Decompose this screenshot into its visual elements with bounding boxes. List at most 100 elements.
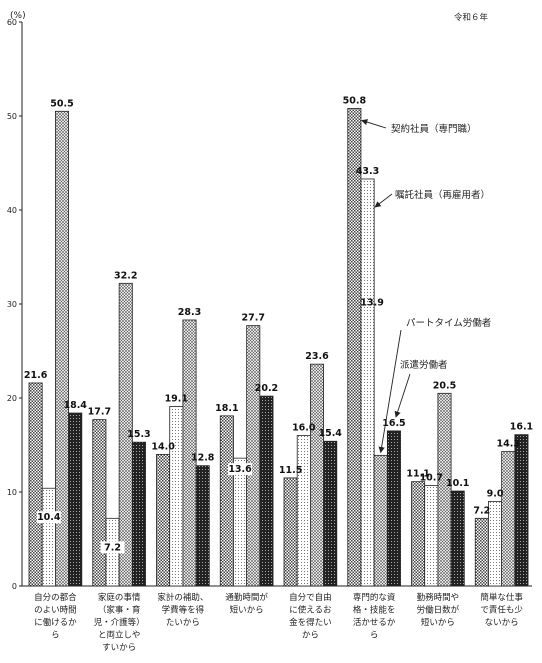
bar-checker-0	[28, 382, 43, 587]
value-label: 12.8	[191, 453, 215, 464]
bar-grid-3	[246, 325, 261, 587]
category-label: 活かせるか	[353, 617, 396, 628]
legend-arrow	[374, 193, 393, 208]
value-label-bg	[36, 511, 61, 524]
legend-label: 派遣労働者	[400, 359, 448, 371]
category-label: 専門的な資	[353, 592, 396, 603]
value-label: 18.4	[63, 400, 87, 411]
bar-dark-7	[514, 434, 529, 587]
category-label: 通勤時間が	[225, 592, 268, 603]
category-label: 家計の補助、	[157, 592, 208, 603]
y-tick-label: 20	[7, 394, 17, 403]
value-label: 27.7	[242, 313, 265, 324]
bar-dark-1	[131, 441, 146, 587]
legend-label: 契約社員（専門職）	[391, 123, 477, 135]
bar-checker-1	[92, 419, 107, 587]
value-label: 16.5	[382, 418, 405, 429]
value-label: 43.3	[356, 166, 379, 177]
bar-dark-0	[68, 412, 83, 587]
value-labels: 21.6 17.7 14.0 18.1 11.5 50.8 11.1 7.2 10.4 7.2 19…	[24, 95, 533, 554]
category-label: に働けるか	[34, 617, 77, 628]
era-note: 令和６年	[454, 12, 489, 23]
value-label: 15.4	[318, 428, 342, 439]
value-label: 13.6	[228, 464, 252, 475]
category-label: から	[302, 631, 319, 641]
bar-grid-6	[437, 392, 452, 587]
bar-dots-7	[488, 500, 503, 587]
value-label: 11.1	[406, 469, 429, 480]
bar-dots-5	[360, 178, 375, 587]
legend-label: パートタイム労働者	[406, 317, 491, 329]
value-label: 16.1	[510, 422, 533, 433]
legend-arrow	[394, 373, 411, 418]
category-label: 勤務時間や	[417, 592, 460, 603]
bar-checker-4	[283, 477, 298, 587]
bar-dark-6	[450, 490, 465, 587]
value-label: 10.4	[37, 512, 61, 523]
category-label: 家庭の事情	[98, 592, 141, 603]
value-label: 50.5	[50, 98, 73, 109]
value-label: 13.9	[360, 297, 383, 308]
bar-dark-3	[259, 395, 274, 587]
value-label: 20.2	[255, 383, 278, 394]
bar-grid-1	[118, 282, 133, 587]
value-label: 7.2	[104, 542, 121, 553]
value-label: 19.1	[165, 393, 188, 404]
y-tick-label: 40	[7, 206, 17, 215]
category-label: （家事・育	[98, 605, 141, 616]
value-label: 28.3	[178, 307, 201, 318]
bar-dots-0	[41, 487, 56, 587]
bar-dark-4	[323, 440, 338, 587]
bar-checker-5	[347, 108, 362, 587]
bar-checker-2	[156, 453, 171, 587]
value-label: 10.1	[446, 478, 469, 489]
category-label: 短いから	[230, 605, 264, 616]
y-tick-label: 60	[7, 18, 17, 27]
bar-dots-6	[424, 485, 439, 587]
y-unit-label: (%)	[10, 11, 26, 21]
legend-arrow	[361, 119, 387, 129]
y-tick-label: 50	[7, 112, 17, 121]
y-tick-label: 0	[12, 582, 17, 591]
category-label: と両立しや	[98, 630, 140, 641]
bar-dark-2	[195, 465, 210, 587]
value-label: 50.8	[343, 95, 367, 106]
category-label: 労働日数が	[417, 605, 460, 616]
bar-dots-2	[169, 406, 184, 587]
category-label: で責任も少	[480, 605, 523, 616]
category-label: ら	[370, 631, 379, 641]
y-tick-label: 30	[7, 300, 17, 309]
category-label: 自分で自由	[289, 592, 332, 603]
value-label: 17.7	[88, 407, 111, 418]
value-label: 15.3	[127, 429, 150, 440]
legend-arrow	[378, 329, 402, 454]
value-label: 10.7	[420, 472, 443, 483]
bar-grid-2	[182, 319, 197, 587]
value-label-bg	[100, 541, 125, 554]
category-label: 格・技能を	[353, 605, 396, 616]
y-tick-label: 10	[7, 488, 17, 497]
value-label: 32.2	[114, 270, 137, 281]
legend-label: 嘱託社員（再雇用者）	[395, 189, 490, 201]
value-label: 20.5	[433, 380, 456, 391]
bar-grid-5	[373, 454, 388, 587]
value-label-bg	[228, 463, 253, 476]
category-label: 簡単な仕事	[480, 592, 523, 603]
y-axis: 0 10 20 30 40 50 60	[7, 18, 23, 591]
value-label: 16.0	[292, 423, 316, 434]
bars	[28, 108, 529, 587]
category-label: ら	[51, 631, 60, 641]
value-label: 14.0	[151, 441, 175, 452]
value-label: 7.2	[473, 505, 490, 516]
value-label: 18.1	[215, 403, 238, 414]
bar-dots-4	[296, 435, 311, 587]
bar-dots-3	[233, 457, 248, 587]
category-label: ないから	[485, 618, 519, 628]
bar-grid-7	[501, 451, 516, 587]
category-label: 学費等を得	[162, 605, 205, 616]
category-label: のよい時間	[34, 606, 77, 616]
bar-checker-6	[411, 481, 426, 587]
